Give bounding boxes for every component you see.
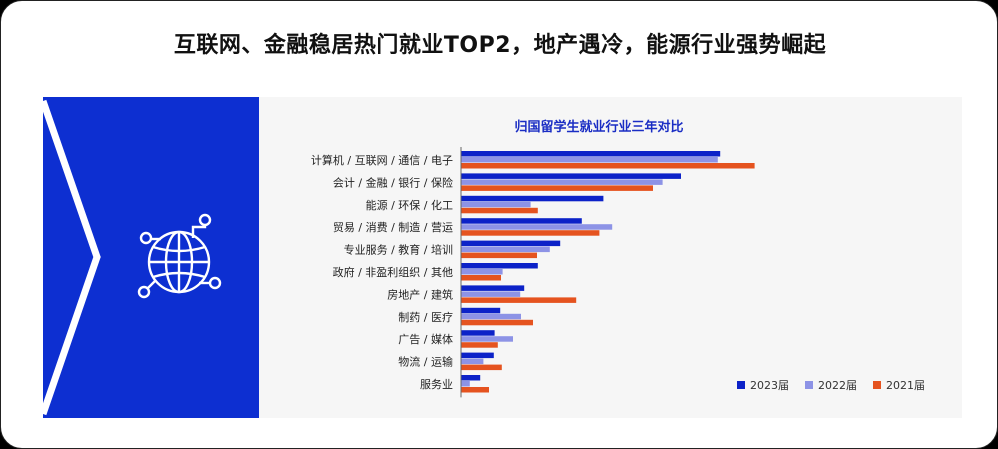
category-label: 物流 / 运输 <box>398 355 453 369</box>
bar-2021届 <box>461 275 501 281</box>
category-label: 会计 / 金融 / 银行 / 保险 <box>333 175 453 189</box>
category-label: 政府 / 非盈利组织 / 其他 <box>333 265 453 279</box>
chevron-accent-icon <box>87 238 101 276</box>
legend-label: 2021届 <box>886 379 925 392</box>
bar-2022届 <box>461 179 663 185</box>
category-label: 贸易 / 消费 / 制造 / 营运 <box>333 220 453 234</box>
bar-2022届 <box>461 291 521 297</box>
bar-2022届 <box>461 336 513 342</box>
bar-2021届 <box>461 163 755 169</box>
bar-2023届 <box>461 263 538 269</box>
bar-2022届 <box>461 358 484 365</box>
category-label: 能源 / 环保 / 化工 <box>366 198 453 212</box>
bar-2023届 <box>461 218 582 224</box>
bar-2022届 <box>461 269 503 275</box>
category-label: 专业服务 / 教育 / 培训 <box>344 243 453 257</box>
bar-2023届 <box>461 330 495 336</box>
bar-2023届 <box>461 285 525 291</box>
bar-2021届 <box>461 342 498 348</box>
bar-2023届 <box>461 151 721 157</box>
bar-2022届 <box>461 246 550 253</box>
bar-2023届 <box>461 173 681 179</box>
category-label: 服务业 <box>420 378 453 391</box>
chart-panel: 归国留学生就业行业三年对比 计算机 / 互联网 / 通信 / 电子会计 / 金融… <box>259 97 962 418</box>
legend-swatch <box>805 381 813 389</box>
category-label: 房地产 / 建筑 <box>387 287 453 301</box>
bar-2021届 <box>461 319 533 326</box>
bar-2021届 <box>461 230 600 236</box>
bar-2023届 <box>461 307 501 314</box>
bar-2021届 <box>461 252 537 259</box>
category-label: 制药 / 医疗 <box>398 310 453 324</box>
bar-2023届 <box>461 240 561 247</box>
globe-network-icon <box>137 213 222 299</box>
bar-2023届 <box>461 195 604 202</box>
bar-2021届 <box>461 297 577 303</box>
page-headline: 互联网、金融稳居热门就业TOP2，地产遇冷，能源行业强势崛起 <box>173 33 827 58</box>
bar-2022届 <box>461 381 470 387</box>
bar-2022届 <box>461 157 718 163</box>
legend-swatch <box>873 381 881 389</box>
bar-2023届 <box>461 352 494 359</box>
legend-swatch <box>737 381 745 389</box>
legend-label: 2022届 <box>818 379 857 392</box>
bar-2021届 <box>461 387 489 393</box>
category-label: 广告 / 媒体 <box>398 332 453 346</box>
bar-2023届 <box>461 375 481 381</box>
bar-2022届 <box>461 313 521 320</box>
legend-label: 2023届 <box>750 379 789 392</box>
side-panel-graphic <box>39 99 222 416</box>
bar-2022届 <box>461 201 531 208</box>
bar-2021届 <box>461 185 653 191</box>
chart-title: 归国留学生就业行业三年对比 <box>514 119 683 135</box>
bar-2021届 <box>461 364 502 371</box>
bar-2022届 <box>461 224 613 230</box>
side-panel <box>39 97 259 418</box>
category-label: 计算机 / 互联网 / 通信 / 电子 <box>311 153 453 167</box>
bar-2021届 <box>461 207 538 214</box>
chevron-right-icon <box>39 99 101 416</box>
